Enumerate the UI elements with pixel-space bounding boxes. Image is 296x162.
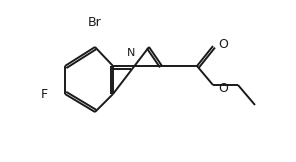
Text: F: F xyxy=(41,87,48,100)
Text: O: O xyxy=(218,81,228,94)
Text: Br: Br xyxy=(88,16,102,29)
Text: N: N xyxy=(127,48,135,58)
Text: O: O xyxy=(218,37,228,51)
